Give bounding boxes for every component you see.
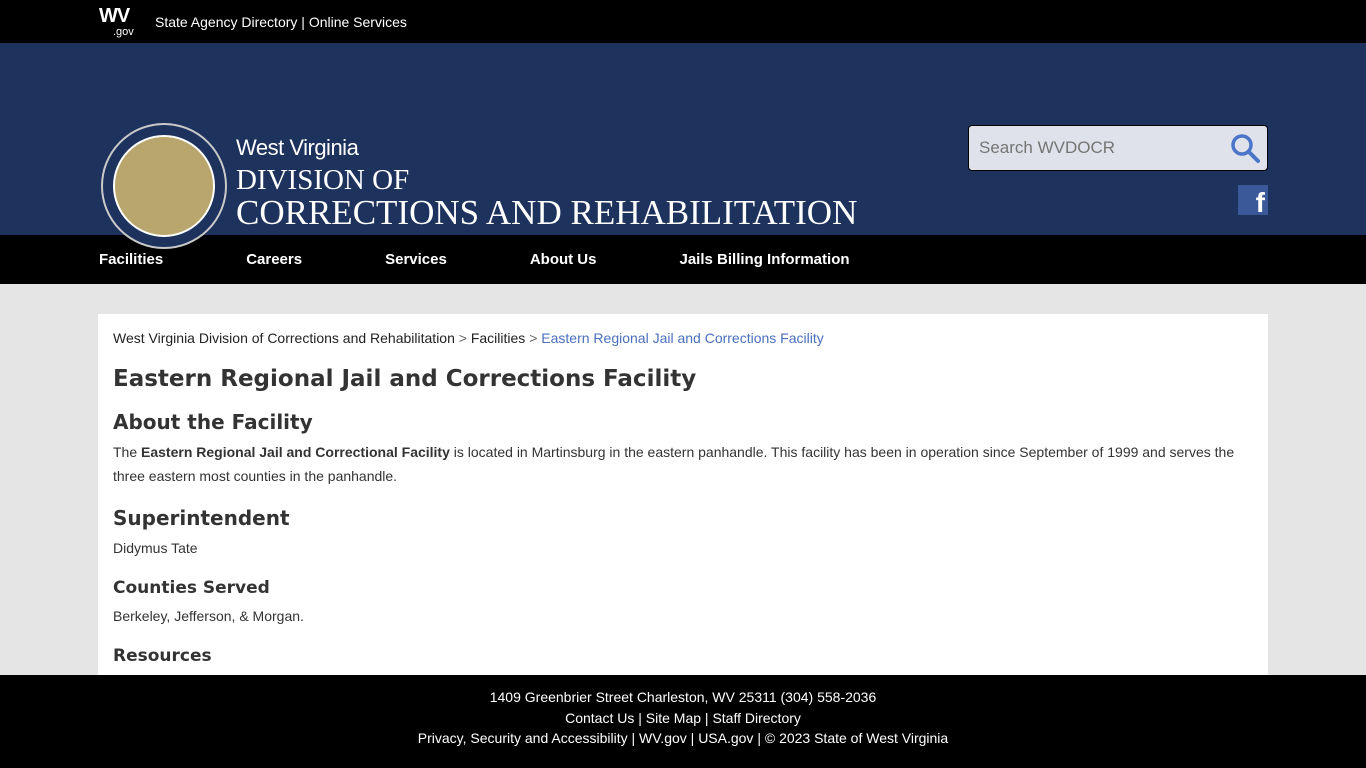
nav-services[interactable]: Services <box>385 251 447 268</box>
search-input[interactable] <box>979 138 1219 158</box>
breadcrumb-home[interactable]: West Virginia Division of Corrections an… <box>113 330 455 346</box>
separator: | <box>301 13 305 30</box>
nav-facilities[interactable]: Facilities <box>99 251 164 268</box>
nav-careers[interactable]: Careers <box>246 251 303 268</box>
footer: 1409 Greenbrier Street Charleston, WV 25… <box>0 675 1366 768</box>
top-bar: WV .gov State Agency Directory | Online S… <box>0 0 1366 43</box>
nav-jails-billing[interactable]: Jails Billing Information <box>679 251 850 268</box>
wv-gov-link[interactable]: WV.gov <box>639 730 687 746</box>
main-content: West Virginia Division of Corrections an… <box>98 314 1268 694</box>
nav-about-us[interactable]: About Us <box>529 251 597 268</box>
facebook-icon[interactable]: f <box>1238 185 1268 215</box>
copyright: © 2023 State of West Virginia <box>764 730 949 746</box>
about-heading: About the Facility <box>113 410 313 434</box>
privacy-link[interactable]: Privacy, Security and Accessibility <box>417 730 628 746</box>
counties-text: Berkeley, Jefferson, & Morgan. <box>113 608 304 624</box>
search-icon[interactable] <box>1229 132 1261 164</box>
breadcrumb: West Virginia Division of Corrections an… <box>113 330 824 346</box>
search-box <box>968 125 1268 171</box>
superintendent-heading: Superintendent <box>113 506 290 530</box>
counties-heading: Counties Served <box>113 578 270 598</box>
site-map-link[interactable]: Site Map <box>645 709 702 726</box>
page-title: Eastern Regional Jail and Corrections Fa… <box>113 366 697 392</box>
staff-directory-link[interactable]: Staff Directory <box>712 709 801 726</box>
state-agency-directory-link[interactable]: State Agency Directory <box>155 13 298 30</box>
site-header: West Virginia DIVISION OF CORRECTIONS AN… <box>0 43 1366 249</box>
site-title[interactable]: West Virginia DIVISION OF CORRECTIONS AN… <box>236 135 858 232</box>
about-text: The Eastern Regional Jail and Correction… <box>113 444 1235 484</box>
main-nav: Facilities Careers Services About Us Jai… <box>0 235 1366 284</box>
resources-heading: Resources <box>113 646 212 666</box>
breadcrumb-facilities[interactable]: Facilities <box>470 330 526 346</box>
contact-us-link[interactable]: Contact Us <box>565 709 635 726</box>
superintendent-name: Didymus Tate <box>113 540 198 556</box>
footer-address: 1409 Greenbrier Street Charleston, WV 25… <box>489 689 877 705</box>
usa-gov-link[interactable]: USA.gov <box>698 730 754 746</box>
online-services-link[interactable]: Online Services <box>308 13 407 30</box>
wv-seal-logo[interactable] <box>101 123 227 249</box>
breadcrumb-current: Eastern Regional Jail and Corrections Fa… <box>541 330 824 346</box>
wv-gov-logo[interactable]: WV .gov <box>99 4 134 38</box>
